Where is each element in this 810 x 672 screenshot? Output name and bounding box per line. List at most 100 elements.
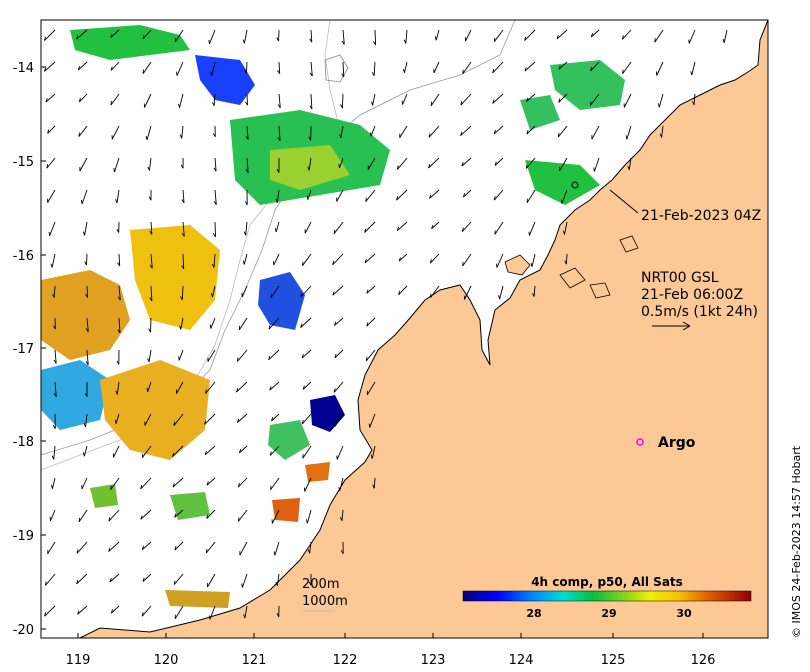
current-vector-head — [181, 199, 185, 204]
y-axis: -14 -15 -16 -17 -18 -19 -20 — [13, 61, 46, 638]
current-vector — [238, 509, 248, 522]
current-vector — [173, 573, 184, 585]
current-vector — [366, 317, 376, 327]
current-vector — [340, 125, 344, 138]
current-vector-head — [172, 483, 175, 488]
current-vector — [493, 29, 504, 42]
land-mass — [79, 20, 768, 638]
current-vector-head — [525, 164, 528, 169]
current-vector — [150, 221, 153, 235]
current-vector — [428, 125, 440, 138]
current-vector — [205, 541, 216, 554]
current-vector — [76, 573, 88, 585]
current-vector — [334, 317, 344, 326]
current-vector — [271, 413, 280, 422]
current-vector — [204, 445, 216, 456]
current-vector-head — [140, 484, 143, 490]
current-vector-head — [307, 549, 311, 554]
current-vector-head — [48, 231, 51, 236]
current-vector-head — [302, 261, 304, 266]
current-vector-head — [117, 296, 121, 301]
current-vector-head — [108, 517, 111, 522]
current-vector-head — [238, 448, 242, 454]
current-vector-head — [213, 233, 216, 238]
current-vector-head — [45, 98, 48, 103]
current-vector-head — [110, 66, 113, 71]
current-vector-head — [243, 614, 246, 619]
current-vector-head — [309, 38, 313, 43]
current-vector-head — [593, 167, 595, 172]
current-vector-head — [76, 549, 79, 554]
current-vector — [302, 253, 312, 266]
current-vector — [334, 413, 344, 427]
current-vector — [654, 29, 664, 43]
current-vector-head — [110, 609, 113, 614]
current-vector — [336, 189, 344, 202]
current-vector — [86, 349, 89, 365]
current-vector — [342, 29, 345, 45]
current-vector-head — [148, 328, 151, 333]
current-vector-head — [146, 387, 149, 392]
current-vector-head — [277, 70, 281, 74]
current-vector — [239, 541, 248, 556]
current-vector — [396, 221, 408, 232]
current-vector — [304, 477, 312, 492]
current-vector — [341, 509, 344, 521]
current-vector-head — [722, 38, 725, 43]
current-vector-head — [180, 296, 183, 301]
current-vector — [150, 317, 152, 333]
current-vector — [141, 605, 152, 617]
current-vector — [214, 157, 217, 172]
current-vector — [559, 157, 568, 172]
current-vector-head — [78, 132, 80, 137]
current-vector-head — [333, 229, 336, 234]
current-vector-head — [236, 357, 239, 362]
current-vector-head — [213, 167, 217, 172]
current-vector — [147, 381, 152, 393]
current-vector-head — [302, 385, 305, 390]
current-vector — [557, 125, 568, 138]
current-vector — [111, 125, 120, 140]
current-vector-head — [339, 133, 342, 139]
colorbar-ticks: 28 29 30 — [526, 607, 692, 620]
current-vector-head — [211, 263, 215, 268]
isobath-200m-label: 200m — [302, 577, 339, 592]
current-vector — [78, 509, 88, 523]
current-vector — [310, 61, 313, 77]
current-vector-head — [108, 547, 111, 552]
current-vector — [623, 93, 632, 108]
current-vector — [180, 317, 184, 330]
y-tick-label: -19 — [13, 529, 34, 544]
current-vector-head — [84, 392, 88, 397]
current-vector-head — [526, 129, 529, 135]
current-vector-head — [237, 517, 240, 522]
current-vector — [52, 477, 56, 489]
current-vector-head — [271, 417, 274, 422]
credit-text: © IMOS 24-Feb-2023 14:57 Hobart — [790, 445, 803, 638]
current-vector-head — [338, 486, 341, 492]
current-vector-head — [431, 224, 434, 229]
current-vector — [493, 125, 504, 135]
current-vector — [310, 29, 313, 43]
current-vector-head — [274, 227, 277, 233]
current-vector — [246, 157, 249, 173]
current-vector — [332, 285, 344, 296]
current-vector — [45, 93, 56, 103]
current-vector-head — [241, 583, 243, 588]
current-vector — [524, 61, 536, 72]
current-vector-head — [149, 230, 153, 235]
current-vector — [333, 381, 344, 393]
current-vector-head — [142, 34, 145, 40]
current-vector-head — [275, 198, 278, 203]
current-vector-head — [53, 325, 56, 330]
current-vector-head — [141, 612, 144, 617]
current-vector-head — [341, 40, 345, 45]
current-vector — [278, 61, 281, 74]
current-vector-head — [305, 519, 308, 524]
current-vector-head — [301, 419, 304, 425]
current-vector — [148, 349, 152, 363]
current-vector — [402, 93, 408, 105]
track-date-label: 21-Feb-2023 04Z — [641, 208, 761, 224]
current-vector — [370, 125, 376, 137]
current-vector — [309, 541, 312, 554]
